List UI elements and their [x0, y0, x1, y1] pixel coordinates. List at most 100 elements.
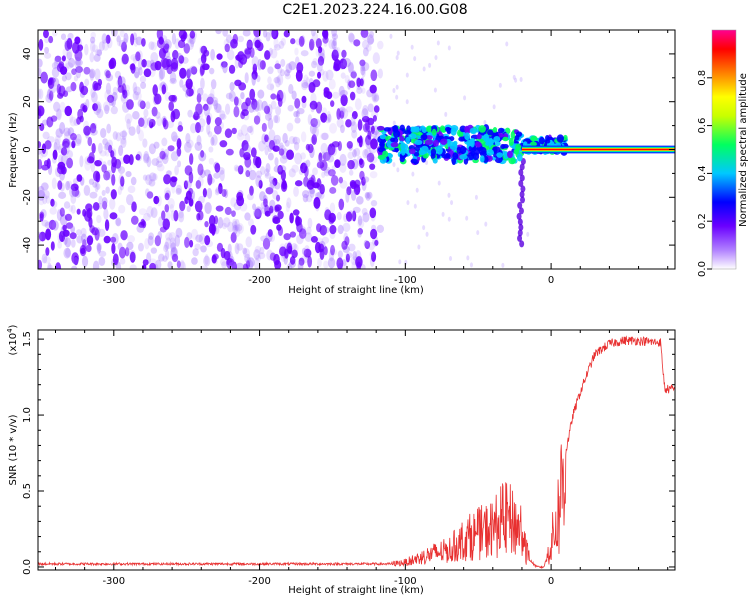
- spectrogram-cell: [66, 48, 73, 61]
- spectrogram-cell: [97, 243, 102, 253]
- spectrogram-cell: [311, 134, 317, 145]
- spectrogram-cell: [336, 211, 342, 221]
- spectrogram-cell: [400, 147, 406, 156]
- spectrogram-cell: [312, 167, 318, 176]
- spectrogram-cell: [520, 196, 526, 204]
- spectrogram-cell: [186, 69, 191, 79]
- spectrogram-cell: [52, 220, 59, 231]
- spectrogram-cell: [286, 149, 295, 160]
- spectrogram-cell: [86, 156, 95, 164]
- spectrogram-cell: [123, 32, 129, 44]
- spectrogram-cell: [337, 140, 342, 152]
- spectrogram-cell: [361, 66, 366, 78]
- spectrogram-cell: [86, 235, 94, 246]
- spectrogram-cell: [48, 219, 57, 230]
- spectrogram-cell: [238, 50, 245, 59]
- spectrogram-cell: [145, 60, 153, 68]
- spectrogram-cell: [169, 204, 174, 213]
- spectrogram-cell: [197, 163, 204, 176]
- spectrogram-cell: [520, 185, 526, 193]
- spectrogram-cell: [340, 94, 348, 107]
- spectrogram-cell: [157, 230, 163, 241]
- spectrogram-cell: [277, 97, 283, 107]
- spectrogram-cell: [68, 57, 75, 68]
- spectrogram-cell: [38, 259, 43, 269]
- spectrogram-cell: [282, 132, 288, 144]
- spectrogram-cell: [508, 137, 514, 146]
- spectrogram-cell: [266, 249, 274, 261]
- spectrogram-cell: [369, 207, 377, 219]
- spectrogram-cell: [185, 78, 193, 90]
- spectrogram-cell: [69, 232, 77, 240]
- spectrogram-cell: [105, 70, 111, 79]
- spectrogram-cell: [141, 116, 148, 129]
- spectrogram-xtick-label: 0: [548, 275, 554, 286]
- spectrogram-cell: [326, 154, 335, 163]
- spectrogram-cell: [260, 166, 266, 175]
- spectrogram-cell: [233, 105, 240, 118]
- spectrogram-cell: [303, 74, 309, 87]
- spectrogram-cell: [411, 171, 415, 177]
- spectrogram-cell: [101, 33, 108, 44]
- spectrogram-cell: [393, 130, 401, 138]
- spectrogram-cell: [231, 261, 237, 269]
- spectrogram-cell: [465, 215, 469, 221]
- spectrogram-cell: [377, 68, 383, 79]
- spectrogram-cell: [92, 181, 98, 188]
- spectrogram-cell: [405, 72, 409, 78]
- snr-ytick-label: 1.0: [22, 407, 33, 423]
- spectrogram-cell: [351, 129, 358, 139]
- spectrogram-cell: [118, 204, 126, 214]
- spectrogram-cell: [203, 49, 210, 57]
- spectrogram-cell: [120, 137, 127, 149]
- spectrogram-cell: [153, 93, 162, 105]
- spectrogram-cell: [516, 153, 523, 162]
- spectrogram-cell: [202, 187, 207, 198]
- spectrogram-cell: [63, 247, 71, 259]
- spectrogram-cell: [360, 76, 365, 88]
- spectrogram-cell: [277, 73, 284, 86]
- spectrogram-cell: [278, 148, 285, 156]
- spectrogram-cell: [138, 66, 143, 76]
- spectrogram-cell: [138, 208, 147, 216]
- spectrogram-cell: [248, 169, 257, 181]
- spectrogram-cell: [320, 132, 329, 141]
- spectrogram-cell: [286, 197, 292, 209]
- spectrogram-cell: [279, 142, 284, 150]
- spectrogram-cell: [447, 192, 451, 198]
- spectrogram-cell: [370, 200, 378, 207]
- spectrogram-cell: [39, 151, 44, 159]
- spectrogram-cell: [262, 30, 268, 38]
- spectrogram-cell: [195, 122, 202, 134]
- spectrogram-cell: [174, 234, 181, 247]
- spectrogram-cell: [369, 31, 374, 38]
- spectrogram-cell: [185, 190, 192, 201]
- spectrogram-axes: -300 -200 -100 0 40 20 0 -20 -40: [22, 29, 676, 286]
- spectrogram-cell: [360, 60, 366, 72]
- spectrogram-cell: [121, 53, 129, 65]
- spectrogram-cell: [267, 229, 273, 238]
- spectrogram-cell: [291, 249, 298, 259]
- spectrogram-cell: [62, 90, 69, 97]
- spectrogram-cell: [348, 243, 356, 252]
- spectrogram-cell: [358, 158, 364, 165]
- spectrogram-cell: [62, 140, 70, 149]
- spectrogram-cell: [175, 52, 183, 63]
- spectrogram-cell: [288, 83, 294, 94]
- spectrogram-cell: [159, 150, 166, 160]
- spectrogram-cell: [110, 236, 117, 243]
- spectrogram-cell: [120, 176, 125, 187]
- spectrogram-cell: [259, 60, 266, 70]
- spectrogram-cell: [224, 206, 232, 216]
- spectrogram-cell: [363, 239, 369, 248]
- spectrogram-cell: [246, 193, 254, 201]
- spectrogram-cell: [321, 171, 326, 178]
- spectrogram-cell: [348, 61, 354, 73]
- spectrogram-cell: [319, 183, 325, 195]
- spectrogram-cell: [178, 55, 185, 64]
- spectrogram-cell: [176, 147, 182, 157]
- spectrogram-cell: [94, 68, 101, 81]
- spectrogram-cell: [170, 151, 179, 162]
- spectrogram-cell: [306, 179, 315, 190]
- spectrogram-cell: [470, 151, 476, 157]
